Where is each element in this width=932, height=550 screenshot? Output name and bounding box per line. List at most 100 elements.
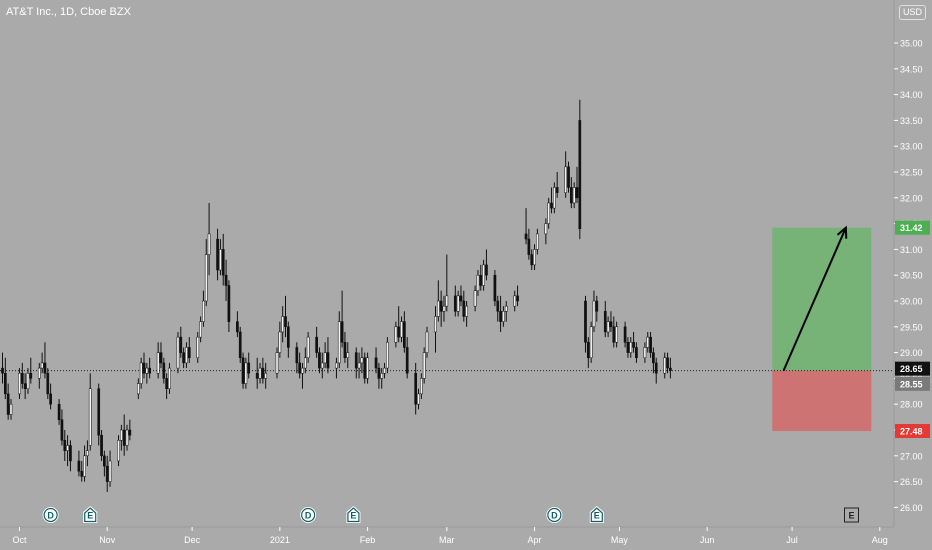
candle <box>377 362 381 389</box>
earnings-marker-icon[interactable]: E <box>589 506 604 523</box>
currency-badge[interactable]: USD <box>899 5 927 20</box>
candle-body <box>584 300 587 343</box>
candle <box>629 337 633 358</box>
candle <box>632 331 635 353</box>
candle <box>303 347 307 374</box>
time-tick-label: Nov <box>99 535 116 545</box>
candle <box>584 295 587 353</box>
trend-arrow-head[interactable] <box>836 225 848 239</box>
candle <box>323 342 327 369</box>
price-tick-label: 34.50 <box>900 64 923 74</box>
candle-body <box>18 372 21 395</box>
candle <box>337 311 341 369</box>
candle-body <box>105 465 109 482</box>
price-tick-label: 31.00 <box>900 245 923 255</box>
dividend-marker-icon[interactable]: D <box>42 507 59 523</box>
trend-arrow-line[interactable] <box>782 227 847 372</box>
candle-body <box>49 393 52 405</box>
candle-body <box>615 326 618 343</box>
price-label-entry: 28.55 <box>895 376 930 391</box>
candle <box>179 326 183 358</box>
candle-body <box>57 403 61 420</box>
candle-body <box>40 362 44 369</box>
candle-body <box>482 264 485 286</box>
candle <box>168 362 171 394</box>
candle <box>105 455 109 492</box>
earnings-marker-icon[interactable]: E <box>844 507 859 523</box>
candle-body <box>108 460 112 482</box>
candle <box>405 337 409 379</box>
candle <box>278 321 282 358</box>
candle-body <box>159 352 163 364</box>
candle-body <box>261 367 265 379</box>
candle-body <box>589 326 593 359</box>
event-marker-shape <box>42 507 59 523</box>
price-label-bg <box>895 424 930 439</box>
earnings-marker-icon[interactable]: E <box>83 506 98 523</box>
candle-body <box>337 321 341 364</box>
candle <box>63 430 67 461</box>
candles-layer <box>1 99 672 492</box>
event-marker-shape <box>300 507 317 523</box>
candle <box>482 259 485 291</box>
profit-zone[interactable] <box>772 227 872 371</box>
candle-body <box>425 331 429 353</box>
candle <box>553 182 556 214</box>
candle <box>199 316 202 343</box>
candle <box>649 331 652 358</box>
candle <box>493 270 497 307</box>
candle-body <box>182 352 185 364</box>
candle <box>241 352 245 389</box>
candle <box>207 202 211 276</box>
candle <box>244 357 248 389</box>
price-tick-label: 29.00 <box>900 348 923 358</box>
candle-body <box>383 367 386 374</box>
candle <box>261 357 265 384</box>
candle-body <box>224 274 228 286</box>
candle-body <box>117 440 120 462</box>
earnings-marker-icon[interactable]: E <box>346 506 361 523</box>
loss-zone[interactable] <box>772 370 872 432</box>
candle-body <box>202 300 205 322</box>
candle-body <box>374 357 378 369</box>
price-axis[interactable]: 35.0034.5034.0033.5033.0032.5032.0031.50… <box>893 0 923 527</box>
time-tick-label: Jul <box>786 535 798 545</box>
candle <box>224 259 228 301</box>
candle-body <box>6 393 10 415</box>
candle-body <box>88 388 92 446</box>
candle-body <box>635 347 638 359</box>
candle-body <box>278 331 282 353</box>
candle-body <box>403 321 406 348</box>
candle-body <box>459 295 463 302</box>
candle-body <box>221 249 225 276</box>
candle-body <box>86 450 89 457</box>
candle <box>663 352 667 379</box>
candle-body <box>476 274 480 291</box>
candle-body <box>366 357 369 379</box>
candle <box>306 331 310 363</box>
candle <box>315 326 318 358</box>
candle-body <box>536 233 539 250</box>
candle <box>335 357 338 379</box>
price-tick-label: 30.00 <box>900 297 923 307</box>
time-axis[interactable]: Oct Nov Dec 2021 Feb Mar Apr May Jun Jul Aug <box>0 526 894 545</box>
candle-body <box>207 233 211 255</box>
chart-title: AT&T Inc., 1D, Cboe BZX <box>6 6 131 18</box>
candle-body <box>445 295 449 307</box>
candle-body <box>586 342 590 359</box>
dividend-marker-icon[interactable]: D <box>546 507 563 523</box>
candle-body <box>26 372 30 389</box>
event-marker-ring <box>590 507 603 523</box>
candle-body <box>63 440 67 451</box>
candle <box>204 239 208 307</box>
candle <box>397 306 401 343</box>
candle <box>465 301 468 327</box>
candle <box>1 352 4 384</box>
trend-arrow[interactable] <box>782 225 848 372</box>
candle <box>318 347 321 374</box>
candle <box>499 295 502 332</box>
dividend-marker-icon[interactable]: D <box>300 507 317 523</box>
candle <box>567 161 570 193</box>
